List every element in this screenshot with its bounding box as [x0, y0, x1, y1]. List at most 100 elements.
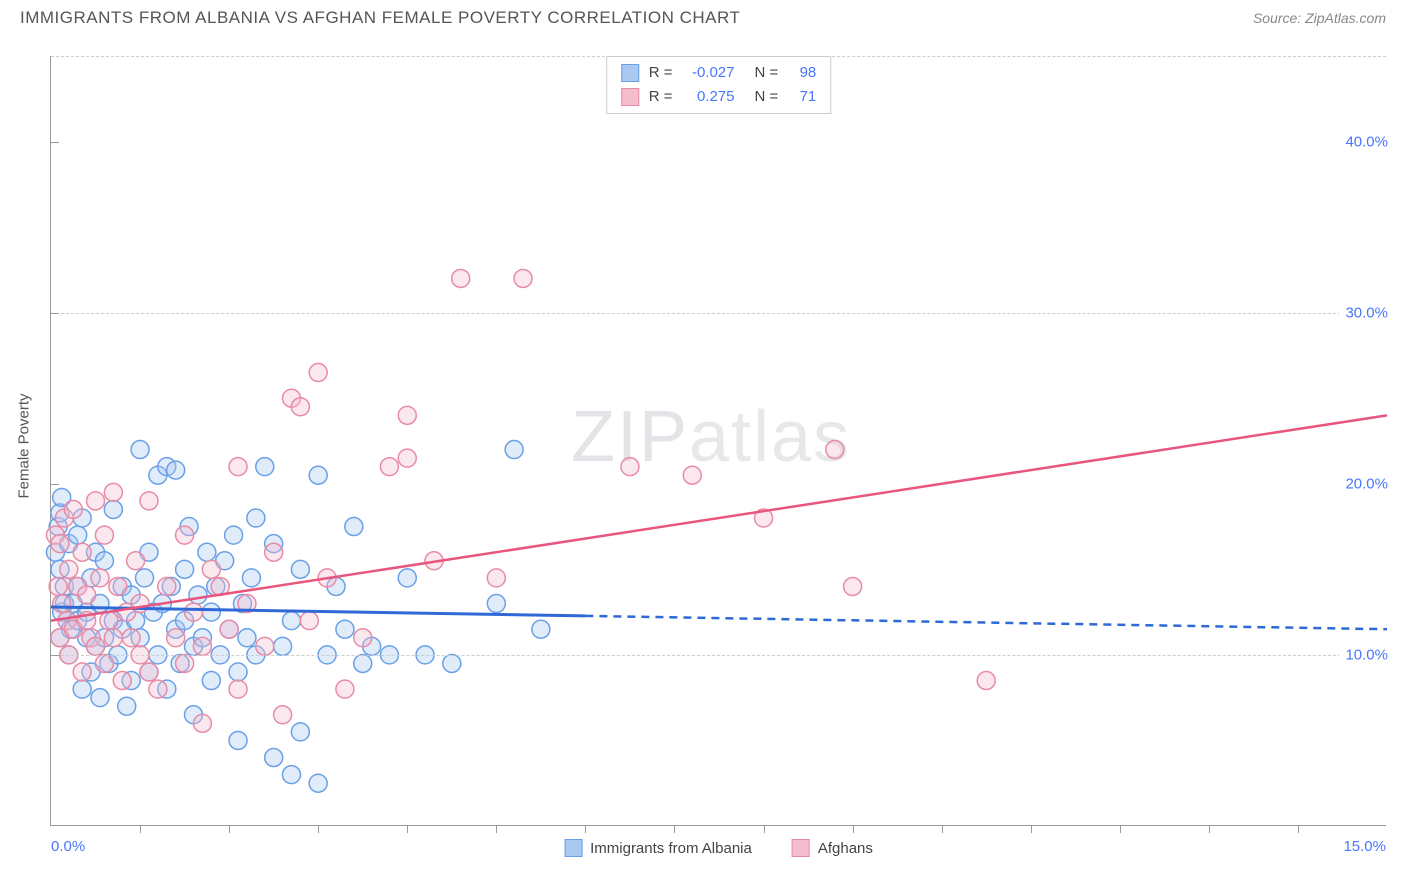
scatter-point	[158, 577, 176, 595]
scatter-point	[247, 509, 265, 527]
x-tick	[674, 825, 675, 833]
stat-label: R =	[649, 85, 673, 109]
scatter-point	[443, 654, 461, 672]
scatter-point	[140, 492, 158, 510]
scatter-point	[136, 569, 154, 587]
scatter-point	[291, 398, 309, 416]
scatter-point	[229, 663, 247, 681]
scatter-point	[282, 766, 300, 784]
scatter-point	[87, 637, 105, 655]
x-tick	[318, 825, 319, 833]
x-axis-min-label: 0.0%	[51, 838, 85, 855]
scatter-point	[487, 595, 505, 613]
scatter-point	[229, 680, 247, 698]
scatter-point	[621, 458, 639, 476]
trend-line-dashed	[585, 616, 1387, 629]
scatter-point	[100, 612, 118, 630]
scatter-point	[140, 663, 158, 681]
scatter-point	[354, 654, 372, 672]
scatter-point	[113, 672, 131, 690]
legend-label: Immigrants from Albania	[590, 840, 752, 857]
scatter-point	[78, 586, 96, 604]
scatter-point	[844, 577, 862, 595]
scatter-point	[91, 569, 109, 587]
scatter-point	[122, 629, 140, 647]
chart-plot-area: ZIPatlas R =-0.027N =98R =0.275N =71 0.0…	[50, 56, 1386, 826]
scatter-point	[309, 466, 327, 484]
stat-r-value: 0.275	[683, 85, 735, 109]
scatter-point	[380, 458, 398, 476]
scatter-point	[309, 364, 327, 382]
scatter-point	[274, 706, 292, 724]
scatter-point	[202, 560, 220, 578]
scatter-point	[127, 552, 145, 570]
scatter-point	[220, 620, 238, 638]
x-tick	[942, 825, 943, 833]
x-tick	[1298, 825, 1299, 833]
scatter-point	[109, 577, 127, 595]
legend-item: Afghans	[792, 839, 873, 857]
scatter-point	[53, 595, 71, 613]
scatter-point	[104, 500, 122, 518]
gridline	[51, 56, 1386, 57]
stat-label: R =	[649, 61, 673, 85]
scatter-point	[149, 680, 167, 698]
scatter-point	[167, 461, 185, 479]
legend-swatch	[621, 64, 639, 82]
stat-label: N =	[755, 85, 779, 109]
x-tick	[140, 825, 141, 833]
chart-title: IMMIGRANTS FROM ALBANIA VS AFGHAN FEMALE…	[20, 8, 740, 28]
scatter-point	[256, 637, 274, 655]
scatter-point	[265, 749, 283, 767]
scatter-point	[336, 620, 354, 638]
legend-label: Afghans	[818, 840, 873, 857]
gridline	[51, 655, 1386, 656]
legend-swatch	[621, 88, 639, 106]
x-tick	[1031, 825, 1032, 833]
scatter-point	[104, 483, 122, 501]
scatter-point	[683, 466, 701, 484]
legend-swatch	[792, 839, 810, 857]
scatter-point	[91, 689, 109, 707]
scatter-point	[193, 637, 211, 655]
scatter-point	[49, 577, 67, 595]
scatter-point	[64, 500, 82, 518]
stat-label: N =	[755, 61, 779, 85]
scatter-point	[193, 714, 211, 732]
stats-row: R = 0.275 N = 71	[621, 85, 817, 109]
scatter-point	[452, 269, 470, 287]
legend-item: Immigrants from Albania	[564, 839, 752, 857]
x-tick	[229, 825, 230, 833]
scatter-point	[398, 449, 416, 467]
scatter-point	[238, 629, 256, 647]
scatter-point	[118, 697, 136, 715]
y-tick	[51, 142, 59, 143]
scatter-point	[826, 441, 844, 459]
scatter-point	[225, 526, 243, 544]
scatter-point	[176, 654, 194, 672]
y-tick-label: 20.0%	[1339, 475, 1388, 492]
x-tick	[764, 825, 765, 833]
scatter-point	[274, 637, 292, 655]
x-tick	[1120, 825, 1121, 833]
scatter-point	[354, 629, 372, 647]
source-label: Source: ZipAtlas.com	[1253, 10, 1386, 26]
y-tick	[51, 484, 59, 485]
x-tick	[496, 825, 497, 833]
scatter-point	[73, 680, 91, 698]
y-tick-label: 40.0%	[1339, 133, 1388, 150]
x-tick	[407, 825, 408, 833]
y-tick	[51, 313, 59, 314]
scatter-point	[398, 569, 416, 587]
scatter-point	[198, 543, 216, 561]
y-axis-title: Female Poverty	[16, 393, 33, 498]
stat-n-value: 71	[788, 85, 816, 109]
scatter-point	[95, 552, 113, 570]
scatter-point	[87, 492, 105, 510]
scatter-point	[532, 620, 550, 638]
x-tick	[853, 825, 854, 833]
scatter-point	[167, 629, 185, 647]
scatter-point	[185, 603, 203, 621]
scatter-point	[242, 569, 260, 587]
scatter-point	[229, 731, 247, 749]
